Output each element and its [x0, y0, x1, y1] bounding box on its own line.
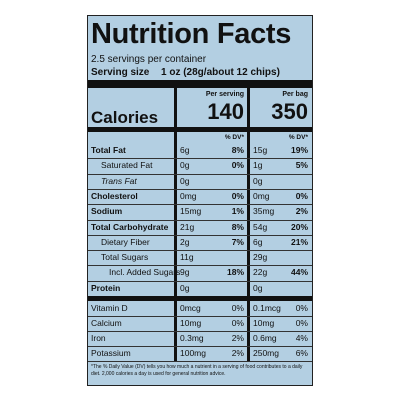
calories-value: 350 — [271, 99, 308, 124]
nutrient-name: Sodium — [91, 206, 123, 217]
daily-value: 2% — [231, 333, 244, 343]
title: Nutrition Facts — [91, 18, 292, 50]
calories-value: 140 — [207, 99, 244, 124]
amount: 21g — [180, 221, 195, 232]
serving-size: 1 oz (28g/about 12 chips) — [161, 67, 280, 78]
nutrient-name: Total Carbohydrate — [91, 221, 169, 232]
amount: 0mg — [253, 190, 270, 201]
thick-rule — [88, 80, 312, 88]
thick-rule — [88, 127, 312, 132]
nutrient-name: Total Fat — [91, 145, 126, 155]
amount: 10mg — [180, 318, 202, 328]
calories-label: Calories — [91, 108, 159, 127]
daily-value: 0% — [231, 318, 244, 328]
daily-value: 2% — [295, 206, 308, 217]
thick-rule — [88, 296, 312, 301]
amount: 29g — [253, 252, 268, 263]
nutrient-name: Protein — [91, 282, 121, 293]
serving-size-label: Serving size — [91, 67, 150, 78]
row-rule — [88, 331, 312, 332]
daily-value: 8% — [231, 145, 244, 155]
nutrient-name: Vitamin D — [91, 303, 128, 313]
nutrient-name: Iron — [91, 333, 106, 343]
servings: 2.5 servings per container — [91, 54, 207, 65]
row-rule — [88, 316, 312, 317]
daily-value: 1% — [231, 206, 244, 217]
amount: 11g — [180, 252, 194, 263]
amount: 250mg — [253, 348, 279, 358]
column-divider — [247, 88, 250, 361]
amount: 1g — [253, 160, 263, 171]
daily-value: 0% — [231, 303, 244, 313]
amount: 35mg — [253, 206, 275, 217]
daily-value: 4% — [295, 333, 308, 343]
nutrient-name: Potassium — [91, 348, 131, 358]
amount: 100mg — [180, 348, 206, 358]
nutrient-name: Cholesterol — [91, 190, 138, 201]
footnote: *The % Daily Value (DV) tells you how mu… — [91, 364, 303, 377]
row-rule — [88, 234, 312, 236]
amount: 54g — [253, 221, 268, 232]
daily-value: 2% — [231, 348, 244, 358]
amount: 22g — [253, 267, 268, 278]
nutrient-name: Total Sugars — [101, 252, 149, 263]
amount: 0g — [253, 282, 263, 293]
amount: 0g — [180, 160, 190, 171]
amount: 0.1mcg — [253, 303, 281, 313]
dv-header: % DV* — [288, 134, 308, 141]
nutrient-name: Saturated Fat — [101, 160, 153, 171]
row-rule — [88, 250, 312, 252]
amount: 0g — [180, 175, 190, 186]
row-rule — [88, 219, 312, 221]
daily-value: 0% — [295, 303, 308, 313]
daily-value: 5% — [295, 160, 308, 171]
amount: 0g — [253, 175, 263, 186]
nutrient-name: Dietary Fiber — [101, 236, 150, 247]
amount: 15g — [253, 145, 268, 155]
row-rule — [88, 346, 312, 347]
daily-value: 44% — [290, 267, 308, 278]
row-rule — [88, 280, 312, 282]
row-rule — [88, 158, 312, 160]
column-header: Per serving — [205, 91, 244, 98]
amount: 6g — [180, 145, 190, 155]
amount: 0mg — [180, 190, 197, 201]
row-rule — [88, 204, 312, 206]
nutrient-name: Trans Fat — [101, 175, 137, 186]
daily-value: 0% — [231, 160, 244, 171]
nutrient-name: Calcium — [91, 318, 122, 328]
daily-value: 8% — [231, 221, 244, 232]
row-rule — [88, 265, 312, 267]
amount: 6g — [253, 236, 263, 247]
daily-value: 18% — [226, 267, 244, 278]
row-rule — [88, 173, 312, 175]
amount: 9g — [180, 267, 190, 278]
row-rule — [88, 188, 312, 190]
amount: 15mg — [180, 206, 202, 217]
daily-value: 0% — [231, 190, 244, 201]
nutrition-label: Nutrition Facts 2.5 servings per contain… — [87, 15, 313, 386]
amount: 0g — [180, 282, 190, 293]
dv-header: % DV* — [224, 134, 244, 141]
daily-value: 20% — [290, 221, 308, 232]
daily-value: 0% — [295, 318, 308, 328]
amount: 0mcg — [180, 303, 201, 313]
daily-value: 6% — [295, 348, 308, 358]
amount: 10mg — [253, 318, 275, 328]
daily-value: 0% — [295, 190, 308, 201]
nutrient-name: Incl. Added Sugars — [109, 267, 181, 278]
amount: 0.6mg — [253, 333, 277, 343]
daily-value: 21% — [290, 236, 308, 247]
amount: 0.3mg — [180, 333, 204, 343]
column-divider — [174, 88, 177, 361]
daily-value: 7% — [231, 236, 244, 247]
column-header: Per bag — [282, 91, 308, 98]
daily-value: 19% — [290, 145, 308, 155]
rule — [88, 361, 312, 362]
amount: 2g — [180, 236, 190, 247]
